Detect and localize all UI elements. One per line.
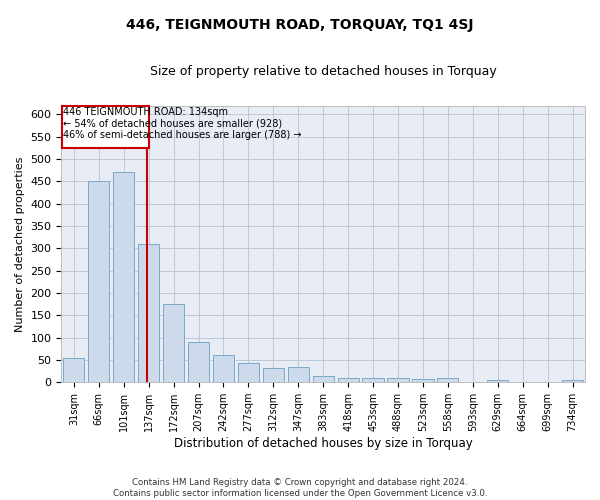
FancyBboxPatch shape <box>62 106 149 148</box>
Bar <box>487 380 508 382</box>
Text: 446, TEIGNMOUTH ROAD, TORQUAY, TQ1 4SJ: 446, TEIGNMOUTH ROAD, TORQUAY, TQ1 4SJ <box>126 18 474 32</box>
Bar <box>138 244 159 382</box>
Bar <box>163 304 184 382</box>
Bar <box>263 368 284 382</box>
Bar <box>88 182 109 382</box>
Bar <box>412 379 434 382</box>
Bar <box>562 380 583 382</box>
Bar <box>338 378 359 382</box>
Bar <box>287 368 309 382</box>
Bar <box>188 342 209 382</box>
Bar <box>238 364 259 382</box>
Bar <box>63 358 85 382</box>
Bar <box>437 378 458 382</box>
Bar <box>113 172 134 382</box>
X-axis label: Distribution of detached houses by size in Torquay: Distribution of detached houses by size … <box>174 437 473 450</box>
Bar <box>313 376 334 382</box>
Title: Size of property relative to detached houses in Torquay: Size of property relative to detached ho… <box>150 65 497 78</box>
Bar <box>213 356 234 382</box>
Bar <box>362 378 383 382</box>
Bar <box>388 378 409 382</box>
Text: 446 TEIGNMOUTH ROAD: 134sqm
← 54% of detached houses are smaller (928)
46% of se: 446 TEIGNMOUTH ROAD: 134sqm ← 54% of det… <box>63 107 302 140</box>
Y-axis label: Number of detached properties: Number of detached properties <box>15 156 25 332</box>
Text: Contains HM Land Registry data © Crown copyright and database right 2024.
Contai: Contains HM Land Registry data © Crown c… <box>113 478 487 498</box>
